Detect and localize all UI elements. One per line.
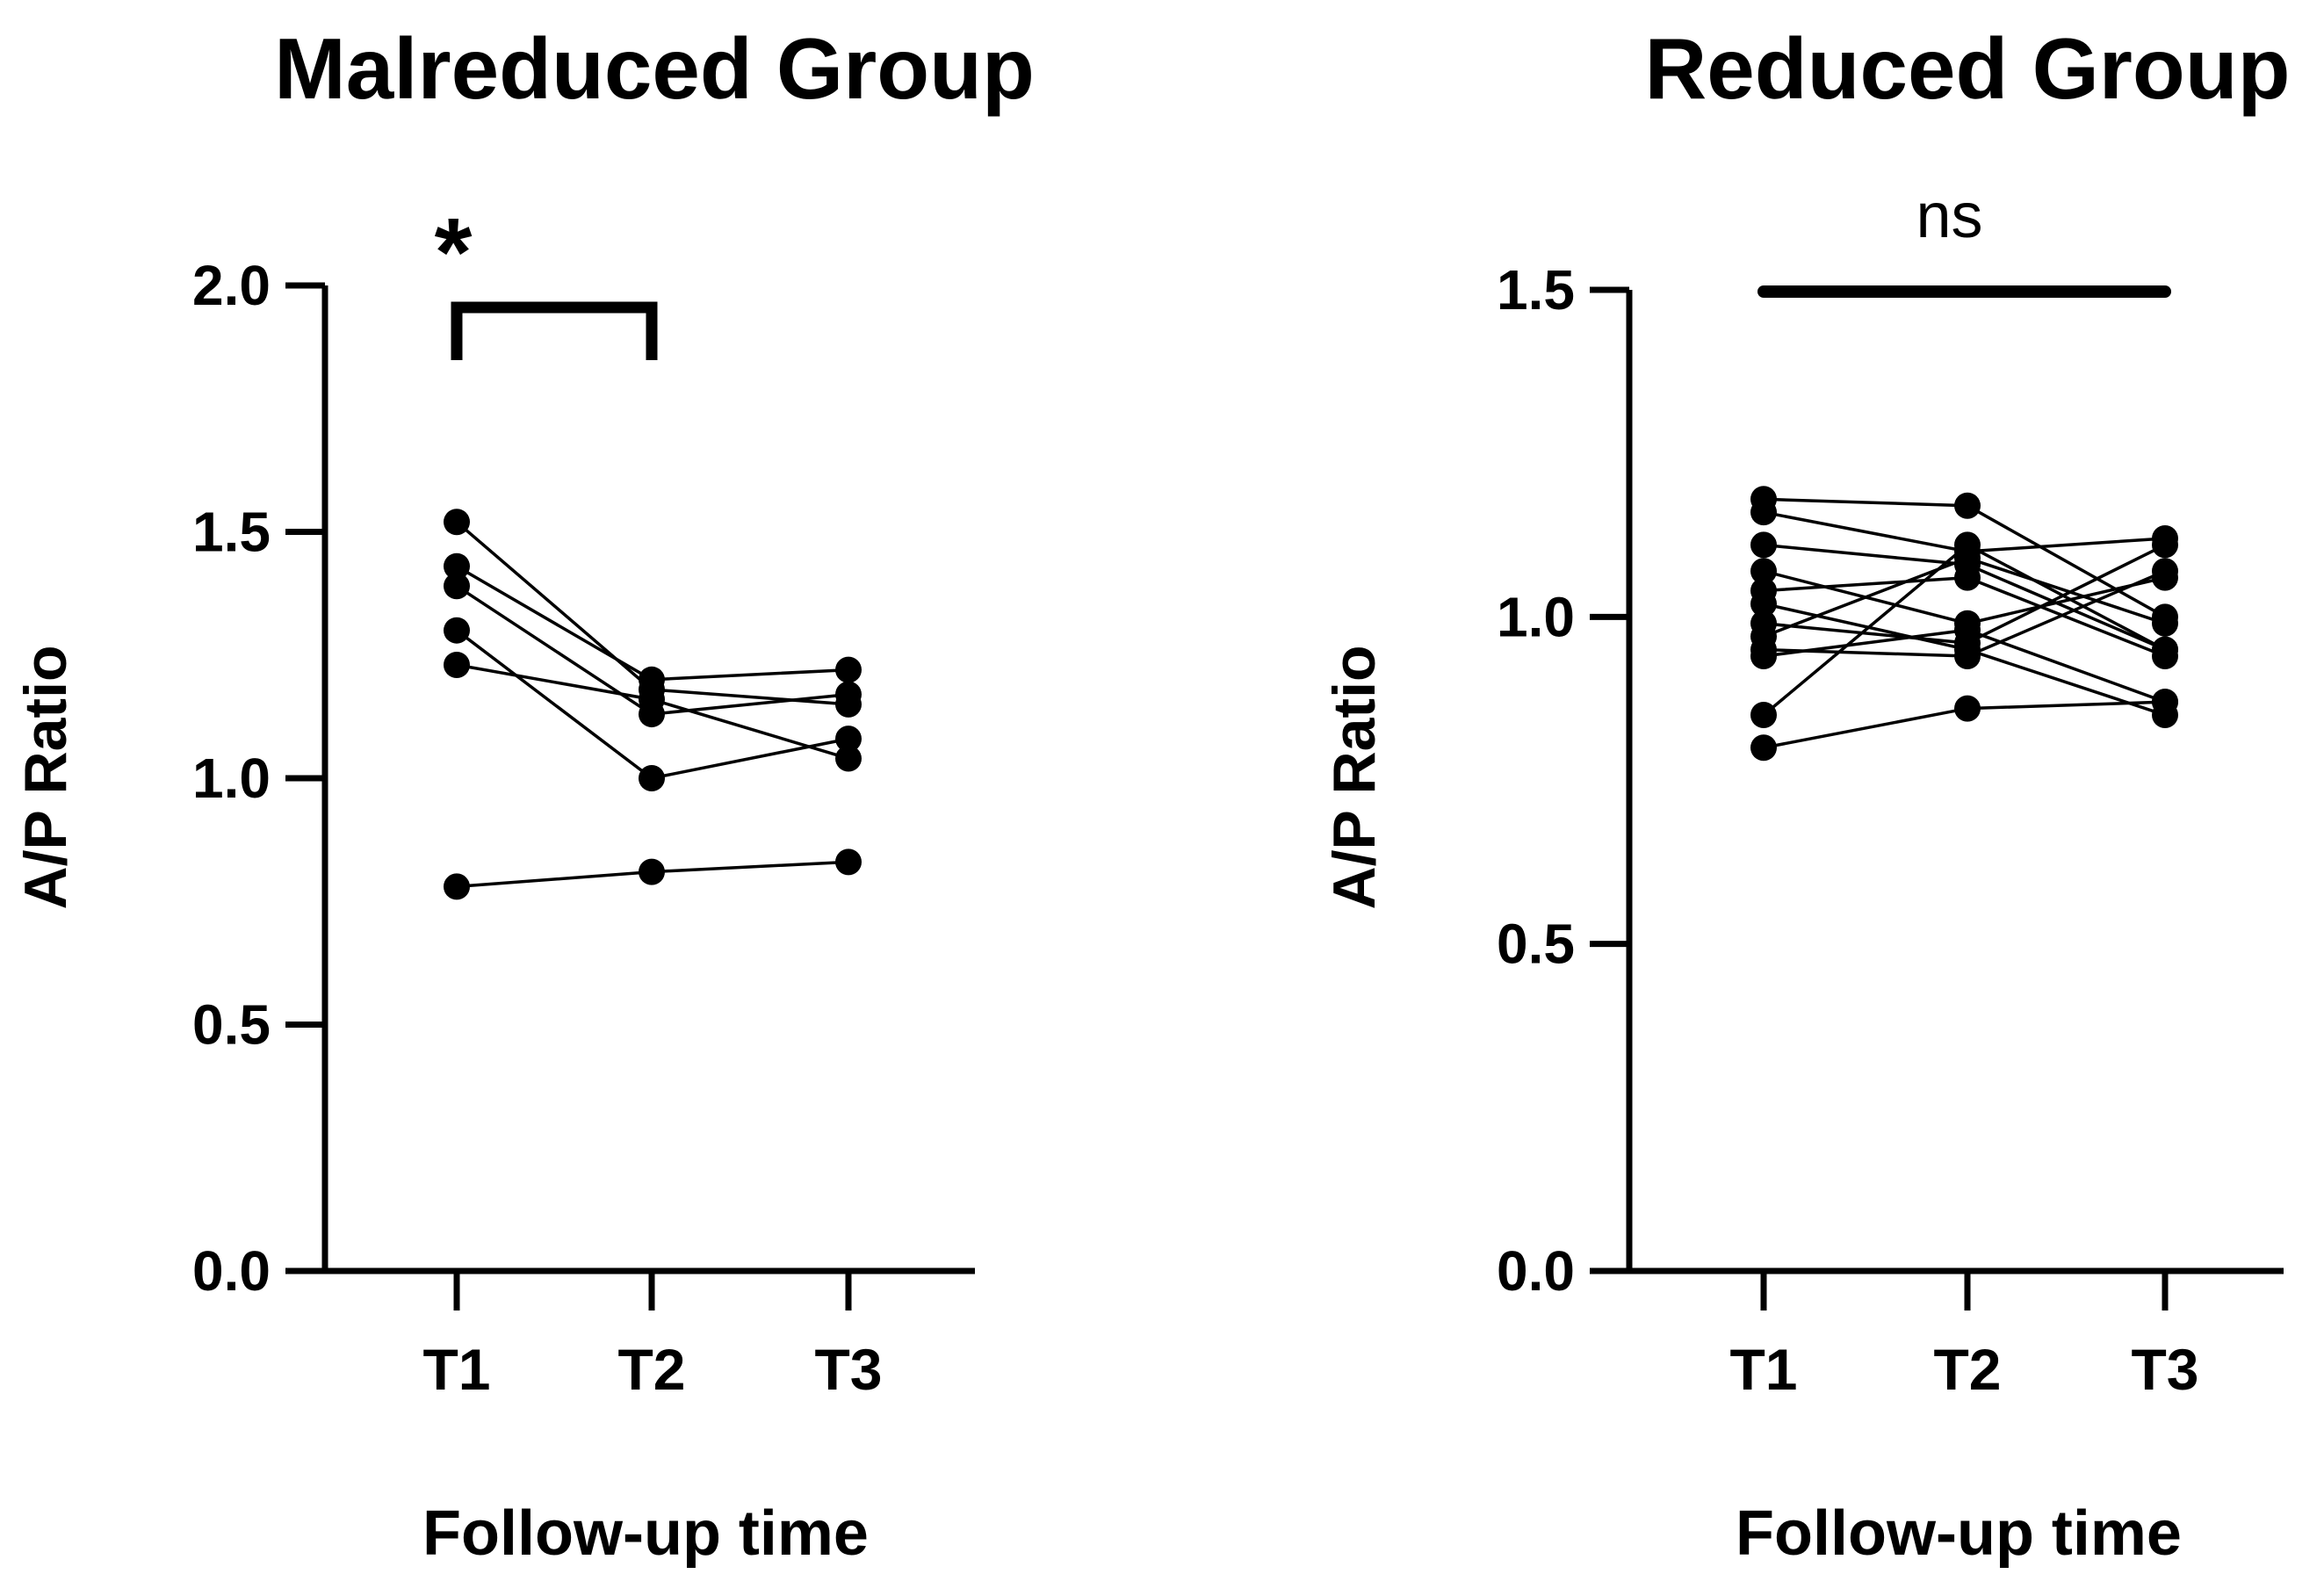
- data-point: [1750, 590, 1777, 617]
- x-tick-label: T3: [814, 1337, 882, 1402]
- x-axis-title: Follow-up time: [1736, 1498, 2182, 1569]
- data-point: [444, 573, 470, 600]
- data-point: [835, 726, 862, 753]
- data-point: [1954, 636, 1981, 663]
- data-point: [1954, 617, 1981, 644]
- data-point: [1750, 702, 1777, 729]
- data-point: [444, 651, 470, 678]
- data-point: [835, 681, 862, 708]
- data-point: [444, 873, 470, 900]
- data-point: [639, 686, 665, 713]
- data-point: [1954, 531, 1981, 559]
- y-tick-label: 1.0: [1497, 585, 1575, 648]
- x-tick-label: T1: [1729, 1337, 1797, 1402]
- data-point: [444, 617, 470, 644]
- data-point: [2152, 702, 2178, 729]
- data-point: [1954, 492, 1981, 519]
- data-point: [1750, 499, 1777, 526]
- x-tick-label: T2: [1933, 1337, 2001, 1402]
- malreduced-panel: Malreduced Group 0.0 0.5 1.0 1.5 2.0 T1 T2 T3 A/P…: [12, 20, 1035, 1569]
- chart-title: Reduced Group: [1644, 20, 2290, 117]
- y-tick-label: 0.0: [1497, 1239, 1575, 1303]
- data-point: [1750, 643, 1777, 670]
- data-point: [444, 509, 470, 536]
- y-tick-label: 0.5: [192, 993, 271, 1057]
- y-tick-label: 1.5: [1497, 258, 1575, 321]
- data-point: [1750, 558, 1777, 585]
- y-tick-label: 1.5: [192, 501, 271, 564]
- y-axis-title: A/P Ratio: [1321, 645, 1388, 909]
- x-tick-label: T1: [422, 1337, 490, 1402]
- significance-label: ns: [1916, 181, 1982, 251]
- x-tick-label: T3: [2131, 1337, 2198, 1402]
- data-point: [639, 858, 665, 885]
- data-point: [444, 552, 470, 580]
- x-tick-label: T2: [617, 1337, 685, 1402]
- y-axis-title: A/P Ratio: [12, 645, 79, 909]
- chart-title: Malreduced Group: [274, 20, 1035, 117]
- y-tick-label: 1.0: [192, 747, 271, 810]
- data-point: [2152, 558, 2178, 585]
- data-point: [2152, 636, 2178, 663]
- y-tick-label: 0.5: [1497, 913, 1575, 976]
- data-point: [639, 765, 665, 791]
- y-tick-label: 2.0: [192, 254, 271, 317]
- x-axis-title: Follow-up time: [422, 1498, 869, 1569]
- data-point: [2152, 531, 2178, 559]
- data-point: [835, 745, 862, 772]
- significance-bracket: [451, 301, 658, 360]
- y-tick-label: 0.0: [192, 1239, 271, 1303]
- reduced-panel: Reduced Group 0.0 0.5 1.0 1.5 T1 T2 T3 A/P Ratio…: [1321, 20, 2291, 1569]
- data-point: [639, 666, 665, 693]
- significance-label: *: [435, 199, 473, 307]
- data-point: [1954, 695, 1981, 722]
- data-point: [1750, 531, 1777, 559]
- data-point: [2152, 610, 2178, 637]
- data-point: [835, 848, 862, 876]
- data-point: [1954, 564, 1981, 591]
- data-point: [1750, 734, 1777, 762]
- data-point: [835, 656, 862, 683]
